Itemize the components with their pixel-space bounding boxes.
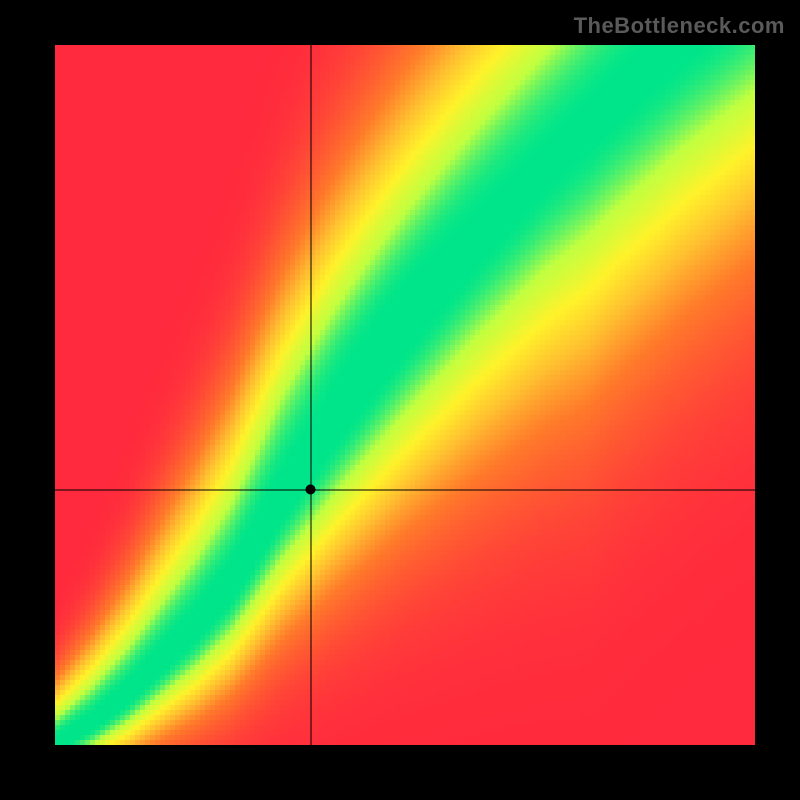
- crosshair-overlay: [55, 45, 755, 745]
- bottleneck-heatmap: [55, 45, 755, 745]
- watermark-text: TheBottleneck.com: [574, 13, 785, 39]
